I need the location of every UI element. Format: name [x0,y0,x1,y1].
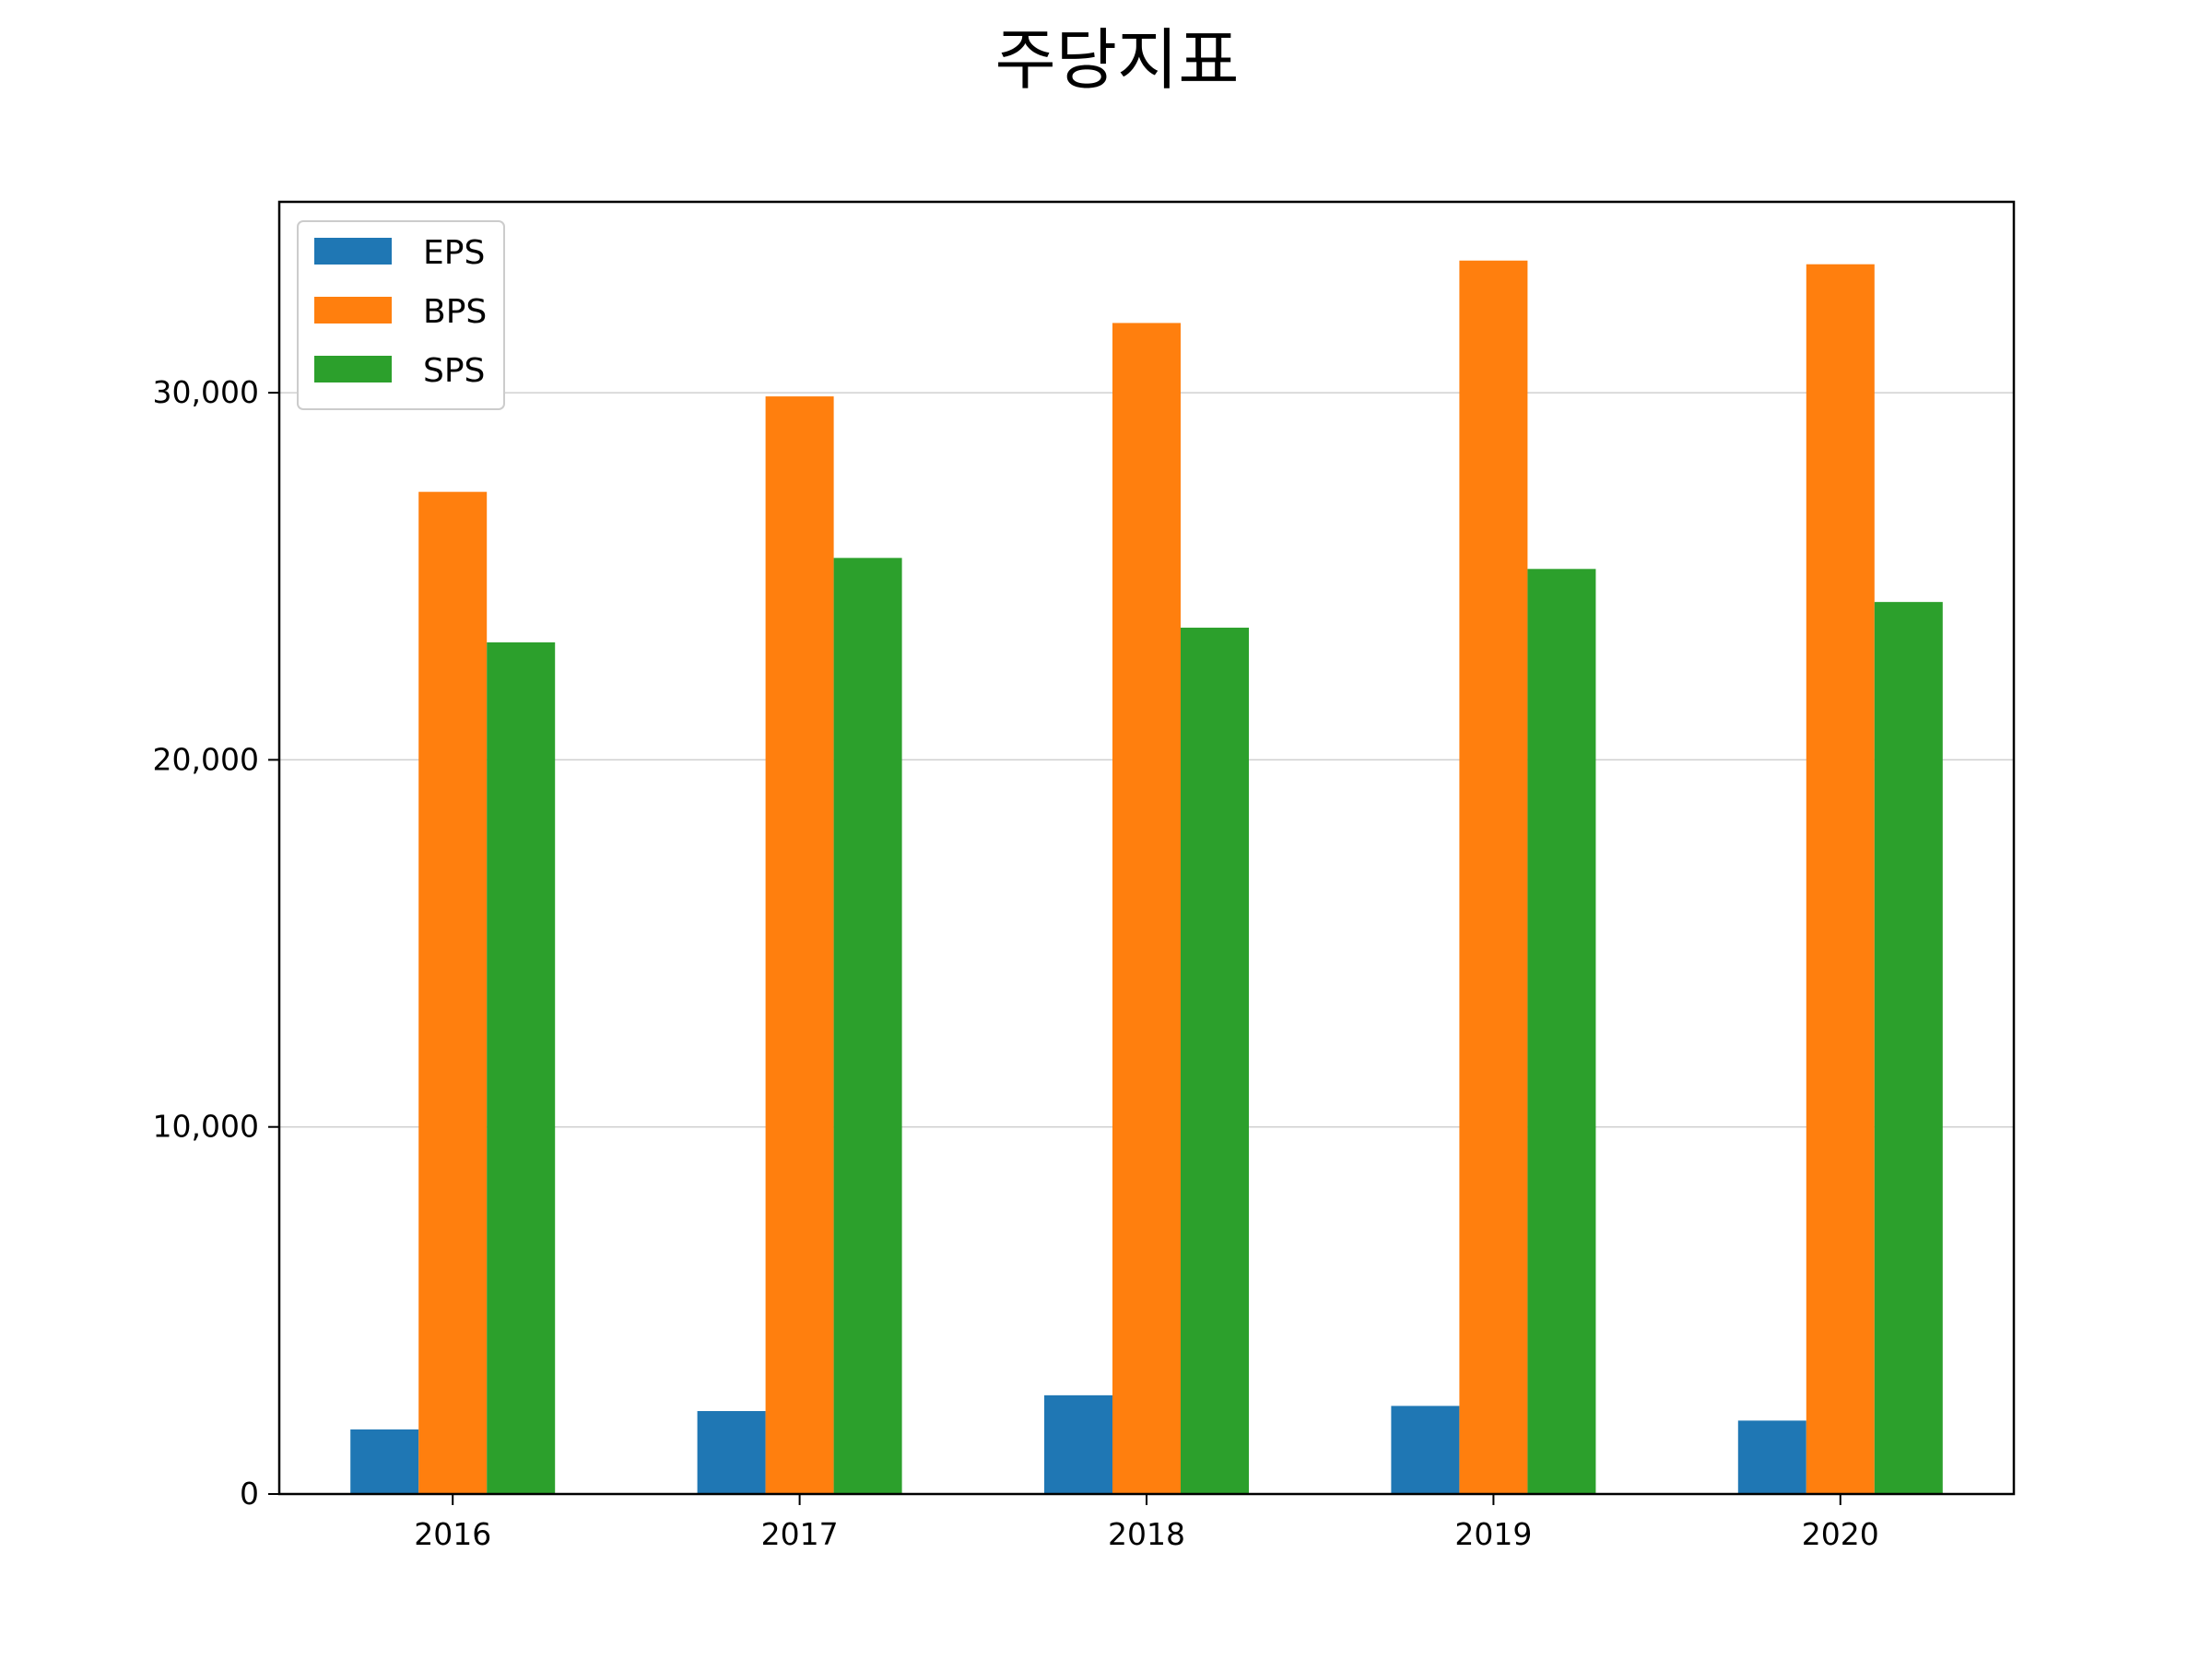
x-axis: 2016 2017 2018 2019 2020 [414,1494,1879,1552]
bar-sps-2016 [487,641,556,1494]
legend-swatch-sps [314,356,392,382]
x-tick-label: 2016 [414,1516,491,1552]
bar-sps-2017 [833,558,902,1494]
bar-bps-2017 [765,396,834,1495]
bar-eps-2019 [1391,1406,1460,1494]
chart-title: 주당지표 [995,21,1240,99]
bar-eps-2017 [697,1410,766,1494]
bar-eps-2020 [1737,1420,1806,1494]
x-tick-label: 2020 [1802,1516,1879,1552]
x-tick-label: 2019 [1454,1516,1532,1552]
y-tick-label: 10,000 [153,1109,259,1145]
bar-eps-2018 [1044,1394,1112,1494]
bar-bps-2020 [1806,264,1875,1495]
bar-sps-2019 [1527,569,1596,1494]
bar-bps-2018 [1112,323,1181,1494]
bar-eps-2016 [350,1429,419,1494]
legend-swatch-eps [314,238,392,265]
bars [350,260,1943,1495]
bar-sps-2018 [1181,628,1249,1494]
bar-sps-2020 [1874,602,1943,1494]
legend: EPS BPS SPS [297,220,505,410]
y-tick-label: 20,000 [153,741,259,777]
bar-bps-2019 [1459,260,1528,1494]
y-axis: 0 10,000 20,000 30,000 [153,374,279,1512]
y-tick-label: 0 [240,1476,259,1512]
x-tick-label: 2018 [1108,1516,1185,1552]
legend-swatch-bps [314,297,392,324]
legend-label-sps: SPS [423,352,485,390]
bar-bps-2016 [418,491,488,1495]
legend-label-eps: EPS [423,234,485,272]
y-tick-label: 30,000 [153,374,259,410]
x-tick-label: 2017 [761,1516,839,1552]
legend-label-bps: BPS [423,293,487,331]
